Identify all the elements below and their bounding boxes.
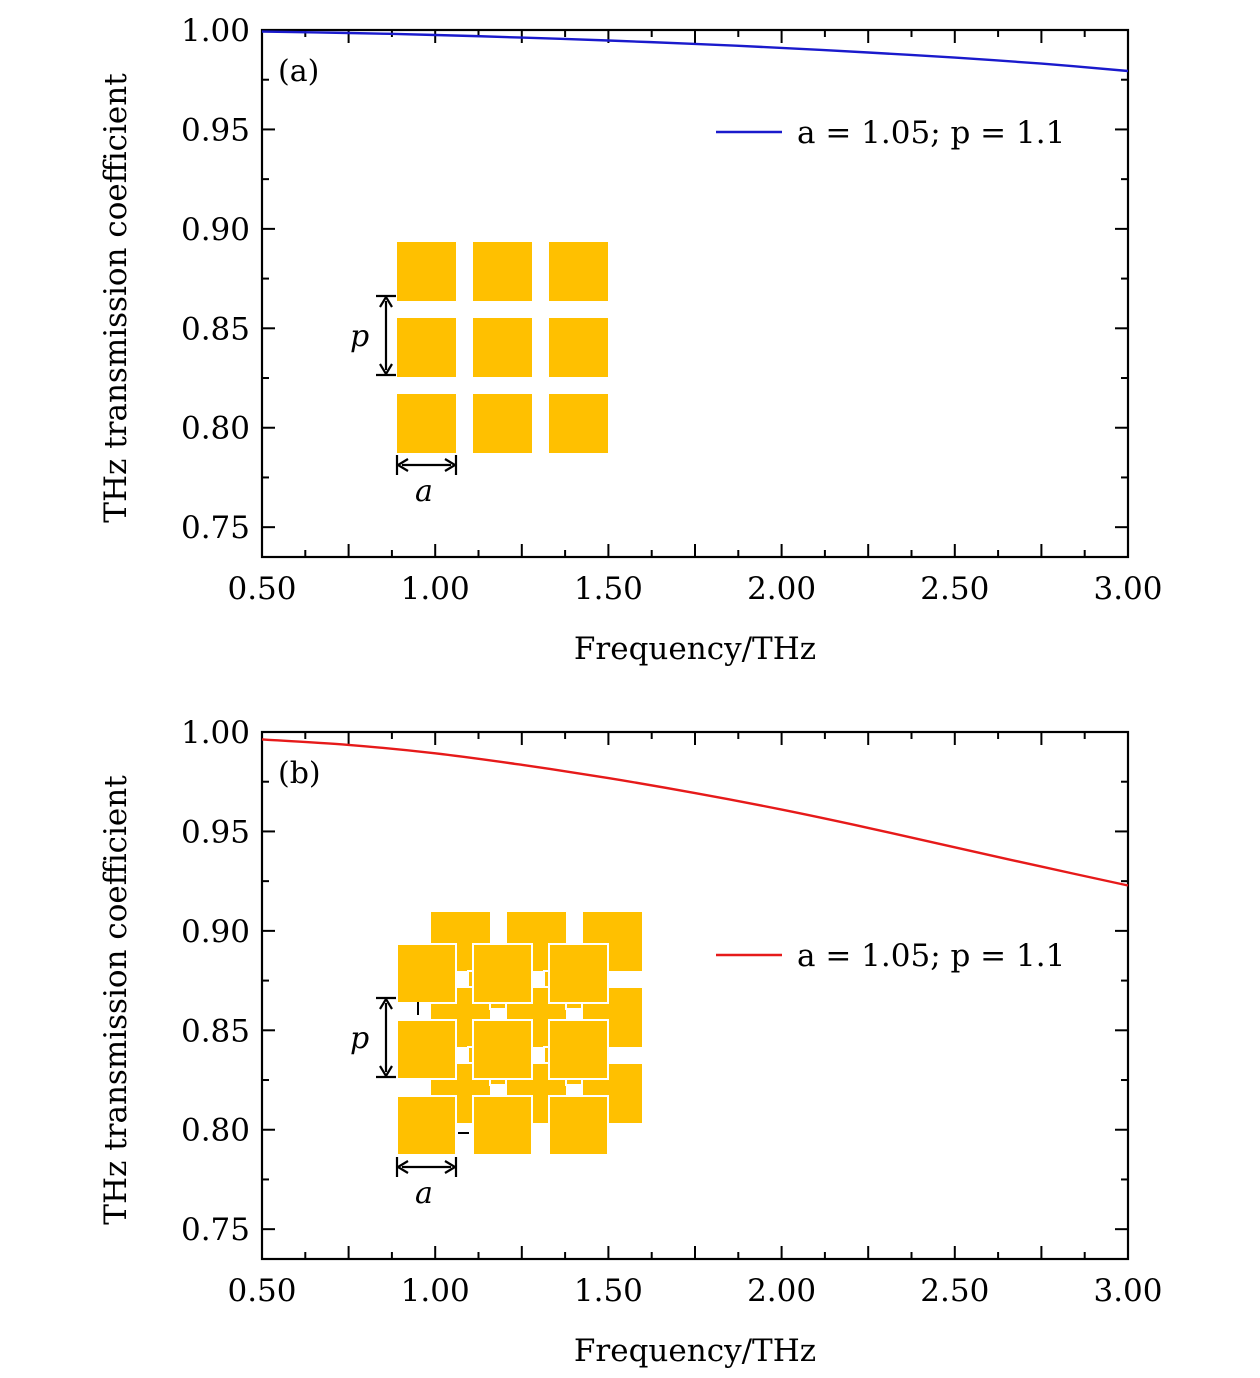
chart-panel-a: 0.50 1.00 1.50 2.00 2.50 3.00 1.00 0.95 0.90 0.8… bbox=[98, 13, 1163, 667]
panel-label: (a) bbox=[278, 54, 319, 89]
x-tick-label: 2.50 bbox=[920, 571, 989, 607]
y-axis-title: THz transmission coefficient bbox=[98, 73, 134, 523]
unit-cell-square bbox=[473, 318, 532, 377]
unit-cell-square bbox=[397, 394, 456, 453]
inset-square-array: p a bbox=[350, 242, 608, 509]
unit-cell-square bbox=[396, 1019, 457, 1080]
y-tick-label: 0.90 bbox=[181, 914, 250, 950]
x-tick-labels: 0.50 1.00 1.50 2.00 2.50 3.00 bbox=[227, 1273, 1162, 1309]
unit-cell-square bbox=[397, 242, 456, 301]
x-axis-title: Frequency/THz bbox=[574, 631, 816, 667]
x-tick-label: 1.50 bbox=[574, 1273, 643, 1309]
y-tick-label: 0.75 bbox=[181, 1212, 250, 1248]
legend-label: a = 1.05; p = 1.1 bbox=[797, 115, 1065, 151]
axis-ticks bbox=[261, 731, 1129, 1259]
x-tick-label: 1.00 bbox=[401, 571, 470, 607]
legend-label: a = 1.05; p = 1.1 bbox=[797, 938, 1065, 974]
x-tick-label: 2.00 bbox=[747, 1273, 816, 1309]
unit-cell-square bbox=[548, 943, 609, 1004]
axis-ticks bbox=[261, 29, 1129, 557]
x-axis-title: Frequency/THz bbox=[574, 1333, 816, 1369]
period-label: p bbox=[350, 319, 369, 354]
unit-cell-square bbox=[397, 318, 456, 377]
period-dimension-arrow bbox=[376, 294, 396, 377]
y-tick-labels: 1.00 0.95 0.90 0.85 0.80 0.75 bbox=[181, 715, 250, 1248]
size-label: a bbox=[415, 474, 433, 509]
inset-back-layer bbox=[431, 912, 642, 1123]
x-tick-label: 0.50 bbox=[227, 1273, 296, 1309]
size-label: a bbox=[415, 1176, 433, 1211]
y-tick-label: 0.80 bbox=[181, 1113, 250, 1149]
y-tick-label: 1.00 bbox=[181, 13, 250, 49]
legend: a = 1.05; p = 1.1 bbox=[716, 115, 1065, 151]
chart-panel-b: 0.50 1.00 1.50 2.00 2.50 3.00 1.00 0.95 0.90 0.8… bbox=[98, 715, 1163, 1369]
series-line bbox=[261, 738, 1129, 887]
y-tick-labels: 1.00 0.95 0.90 0.85 0.80 0.75 bbox=[181, 13, 250, 546]
legend: a = 1.05; p = 1.1 bbox=[716, 938, 1065, 974]
plot-frame bbox=[260, 28, 1130, 559]
y-tick-label: 1.00 bbox=[181, 715, 250, 751]
unit-cell-square bbox=[548, 1019, 609, 1080]
y-tick-label: 0.90 bbox=[181, 212, 250, 248]
size-dimension-arrow bbox=[395, 455, 458, 475]
y-axis-title: THz transmission coefficient bbox=[98, 775, 134, 1225]
period-label: p bbox=[350, 1021, 369, 1056]
unit-cell-square bbox=[473, 394, 532, 453]
x-tick-label: 1.00 bbox=[401, 1273, 470, 1309]
unit-cell-square bbox=[396, 1095, 457, 1156]
x-tick-label: 1.50 bbox=[574, 571, 643, 607]
y-tick-label: 0.85 bbox=[181, 1013, 250, 1049]
unit-cell-square bbox=[472, 943, 533, 1004]
plot-frame bbox=[260, 730, 1130, 1261]
period-dimension-arrow bbox=[376, 996, 396, 1079]
unit-cell-square bbox=[548, 1095, 609, 1156]
size-dimension-arrow bbox=[395, 1157, 458, 1177]
inset-double-layer-array: p a bbox=[350, 912, 642, 1211]
unit-cell-square bbox=[472, 1019, 533, 1080]
x-tick-label: 0.50 bbox=[227, 571, 296, 607]
unit-cell-square bbox=[549, 318, 608, 377]
y-tick-label: 0.75 bbox=[181, 510, 250, 546]
y-tick-label: 0.85 bbox=[181, 311, 250, 347]
x-tick-label: 3.00 bbox=[1093, 571, 1162, 607]
y-tick-label: 0.95 bbox=[181, 112, 250, 148]
y-tick-label: 0.95 bbox=[181, 814, 250, 850]
unit-cell-square bbox=[473, 242, 532, 301]
unit-cell-square bbox=[396, 943, 457, 1004]
panel-label: (b) bbox=[278, 756, 321, 791]
x-tick-label: 2.50 bbox=[920, 1273, 989, 1309]
series-line bbox=[261, 30, 1129, 73]
inset-squares bbox=[397, 242, 608, 453]
x-tick-label: 2.00 bbox=[747, 571, 816, 607]
y-tick-label: 0.80 bbox=[181, 411, 250, 447]
unit-cell-square bbox=[549, 242, 608, 301]
unit-cell-square bbox=[549, 394, 608, 453]
inset-front-layer bbox=[396, 943, 609, 1156]
x-tick-label: 3.00 bbox=[1093, 1273, 1162, 1309]
x-tick-labels: 0.50 1.00 1.50 2.00 2.50 3.00 bbox=[227, 571, 1162, 607]
unit-cell-square bbox=[472, 1095, 533, 1156]
